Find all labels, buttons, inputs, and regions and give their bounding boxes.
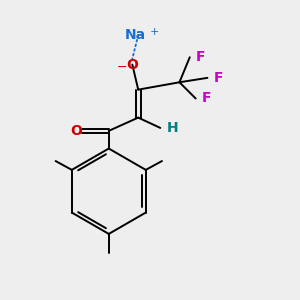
Text: F: F xyxy=(202,92,212,106)
Text: F: F xyxy=(214,71,224,85)
Text: +: + xyxy=(150,27,159,37)
Text: −: − xyxy=(117,61,127,74)
Text: H: H xyxy=(167,121,178,135)
Text: O: O xyxy=(70,124,82,138)
Text: O: O xyxy=(126,58,138,72)
Text: Na: Na xyxy=(125,28,146,42)
Text: F: F xyxy=(196,50,206,64)
